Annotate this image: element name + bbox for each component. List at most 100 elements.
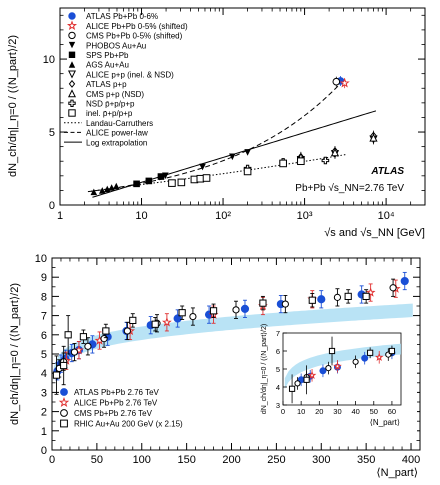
inel-p-p-p-p-point: [177, 178, 186, 187]
rhic-au-au-200-gev-x-2-15-point: [102, 327, 110, 335]
legend-label: inel. p̄+p/p+p: [86, 109, 133, 118]
inset-alice-pb-pb-2-76-tev-point: [307, 370, 317, 379]
legend-label: ALICE Pb+Pb 2.76 TeV: [74, 399, 158, 408]
legend-marker-square-open: [60, 419, 68, 428]
top-legend-item: CMS Pb+Pb 0-5% (shifted): [68, 31, 183, 41]
top-axis-ticks: 1 10 10² 10³ 10⁴ 0 5 10: [43, 8, 426, 222]
inset-y-tick-label: 6: [276, 347, 280, 356]
top-x-axis-label: √s and √s_NN [GeV]: [324, 227, 425, 239]
inset-rhic-au-au-200-gev-x-2-15-point: [288, 385, 296, 392]
x-tick-label: 150: [177, 454, 195, 466]
rhic-au-au-200-gev-x-2-15-point: [151, 320, 159, 328]
x-tick-label: 350: [357, 454, 375, 466]
x-tick-label: 50: [91, 454, 103, 466]
y-tick-label: 10: [35, 253, 47, 265]
inset-atlas-pb-pb-2-76-tev-point: [319, 367, 327, 375]
ags-au-au-point: [98, 187, 106, 194]
y-tick-label: 4: [41, 368, 47, 380]
bottom-x-axis-label: ⟨N_part⟩: [376, 467, 418, 479]
x-tick-label: 300: [312, 454, 330, 466]
inset-x-tick-label: 40: [351, 407, 359, 416]
top-chart: 1 10 10² 10³ 10⁴ 0 5 10 ATLAS Pb+Pb 0-6%ALICE P…: [7, 7, 426, 239]
top-legend-item: PHOBOS Au+Au: [68, 41, 146, 50]
legend-marker-circle-open: [60, 409, 68, 417]
sps-pb-pb-point: [157, 173, 165, 180]
atlas-pb-pb-2-76-tev-point: [240, 304, 250, 313]
top-legend-item: Landau-Carruthers: [64, 119, 153, 128]
inel-p-p-p-p-point: [196, 174, 205, 183]
alice-pb-pb-2-76-tev-point: [161, 317, 172, 327]
inset-x-tick-label: 0: [281, 407, 285, 416]
legend-label: SPS Pb+Pb: [86, 51, 129, 60]
rhic-au-au-200-gev-x-2-15-point: [308, 296, 316, 304]
y-tick-label: 6: [41, 330, 47, 342]
legend-label: ALICE power-law: [86, 129, 148, 138]
inset-y-tick-label: 5: [276, 365, 280, 374]
rhic-au-au-200-gev-x-2-15-point: [79, 333, 88, 341]
legend-marker-star-open: [66, 20, 78, 30]
inset-axis-ticks: 0 10 20 30 40 50 60 3 4 5 6 7: [276, 329, 396, 416]
x-tick-label: 10⁴: [378, 210, 395, 222]
y-tick-label: 8: [41, 291, 47, 303]
top-legend-item: CMS p+p (NSD): [67, 89, 144, 99]
cms-pb-pb-0-5-shifted-point: [332, 77, 341, 86]
legend-label: ATLAS Pb+Pb 0-6%: [86, 12, 158, 21]
x-tick-label: 250: [267, 454, 285, 466]
top-legend-item: NSD p̄+p/p+p: [68, 100, 135, 109]
top-legend: ATLAS Pb+Pb 0-6%ALICE Pb+Pb 0-5% (shifte…: [64, 12, 188, 147]
top-energy-annotation: Pb+Pb √s_NN=2.76 TeV: [295, 182, 404, 194]
systematic-band: [53, 303, 413, 381]
rhic-au-au-200-gev-x-2-15-point: [178, 309, 186, 317]
legend-label: AGS Au+Au: [86, 61, 129, 70]
legend-marker-diamond-open: [68, 79, 76, 88]
top-legend-item: AGS Au+Au: [68, 61, 129, 70]
inset-alice-pb-pb-2-76-tev-point: [374, 352, 384, 361]
y-tick-label: 2: [41, 407, 47, 419]
cms-pb-pb-2-76-tev-point: [84, 342, 92, 350]
inel-p-p-p-p-point: [168, 179, 176, 187]
top-legend-item: ALICE Pb+Pb 0-5% (shifted): [66, 20, 188, 31]
bottom-legend: ATLAS Pb+Pb 2.76 TeV ALICE Pb+Pb 2.76 TeV…: [58, 388, 183, 429]
phobos-au-au-point: [199, 163, 206, 171]
y-tick-label: 0: [49, 200, 55, 212]
legend-label: Landau-Carruthers: [86, 119, 153, 128]
rhic-au-au-200-gev-x-2-15-point: [209, 307, 218, 315]
bottom-legend-item: RHIC Au+Au 200 GeV (x 2.15): [60, 419, 183, 429]
atlas-pb-pb-2-76-tev-point: [317, 295, 326, 304]
cms-p-p-nsd-point: [330, 148, 340, 157]
legend-label: Log extrapolation: [86, 138, 147, 147]
bottom-uncertainty-band: [53, 303, 413, 381]
inset-y-axis-label: dN_ch/dη|_η=0 / (⟨N_part⟩/2): [260, 324, 268, 414]
legend-marker-triangle-up-open: [67, 89, 77, 98]
inset-cms-pb-pb-2-76-tev-point: [294, 380, 301, 387]
inel-p-p-p-p-point: [279, 159, 287, 168]
sps-pb-pb-point: [133, 180, 140, 188]
x-tick-label: 100: [133, 454, 151, 466]
ags-au-au-point: [90, 188, 98, 196]
legend-marker-circle-open: [68, 31, 76, 40]
phobos-au-au-point: [244, 149, 251, 156]
legend-marker-triangle-up-filled: [68, 61, 76, 68]
legend-marker-square-filled: [68, 51, 76, 58]
top-data-points: [90, 75, 378, 196]
y-tick-label: 1: [41, 426, 47, 438]
inset-y-tick-label: 7: [276, 329, 280, 338]
cms-pb-pb-2-76-tev-point: [70, 348, 79, 356]
top-legend-item: ALICE power-law: [64, 129, 148, 138]
legend-label: NSD p̄+p/p+p: [86, 100, 135, 109]
bottom-legend-item: CMS Pb+Pb 2.76 TeV: [60, 409, 153, 418]
y-tick-label: 7: [41, 311, 47, 323]
rhic-au-au-200-gev-x-2-15-point: [259, 299, 267, 307]
cms-pb-pb-2-76-tev-point: [389, 284, 397, 292]
rhic-au-au-200-gev-x-2-15-point: [60, 361, 68, 370]
top-plot-frame: [59, 7, 426, 206]
inset-x-tick-label: 20: [315, 407, 323, 416]
inset-data-points: [288, 336, 396, 404]
phobos-au-au-point: [229, 153, 236, 161]
legend-marker-square-open: [68, 109, 76, 117]
legend-marker-star-open: [58, 396, 70, 407]
legend-marker-circle-filled: [68, 12, 76, 20]
rhic-au-au-200-gev-x-2-15-point: [362, 292, 370, 300]
